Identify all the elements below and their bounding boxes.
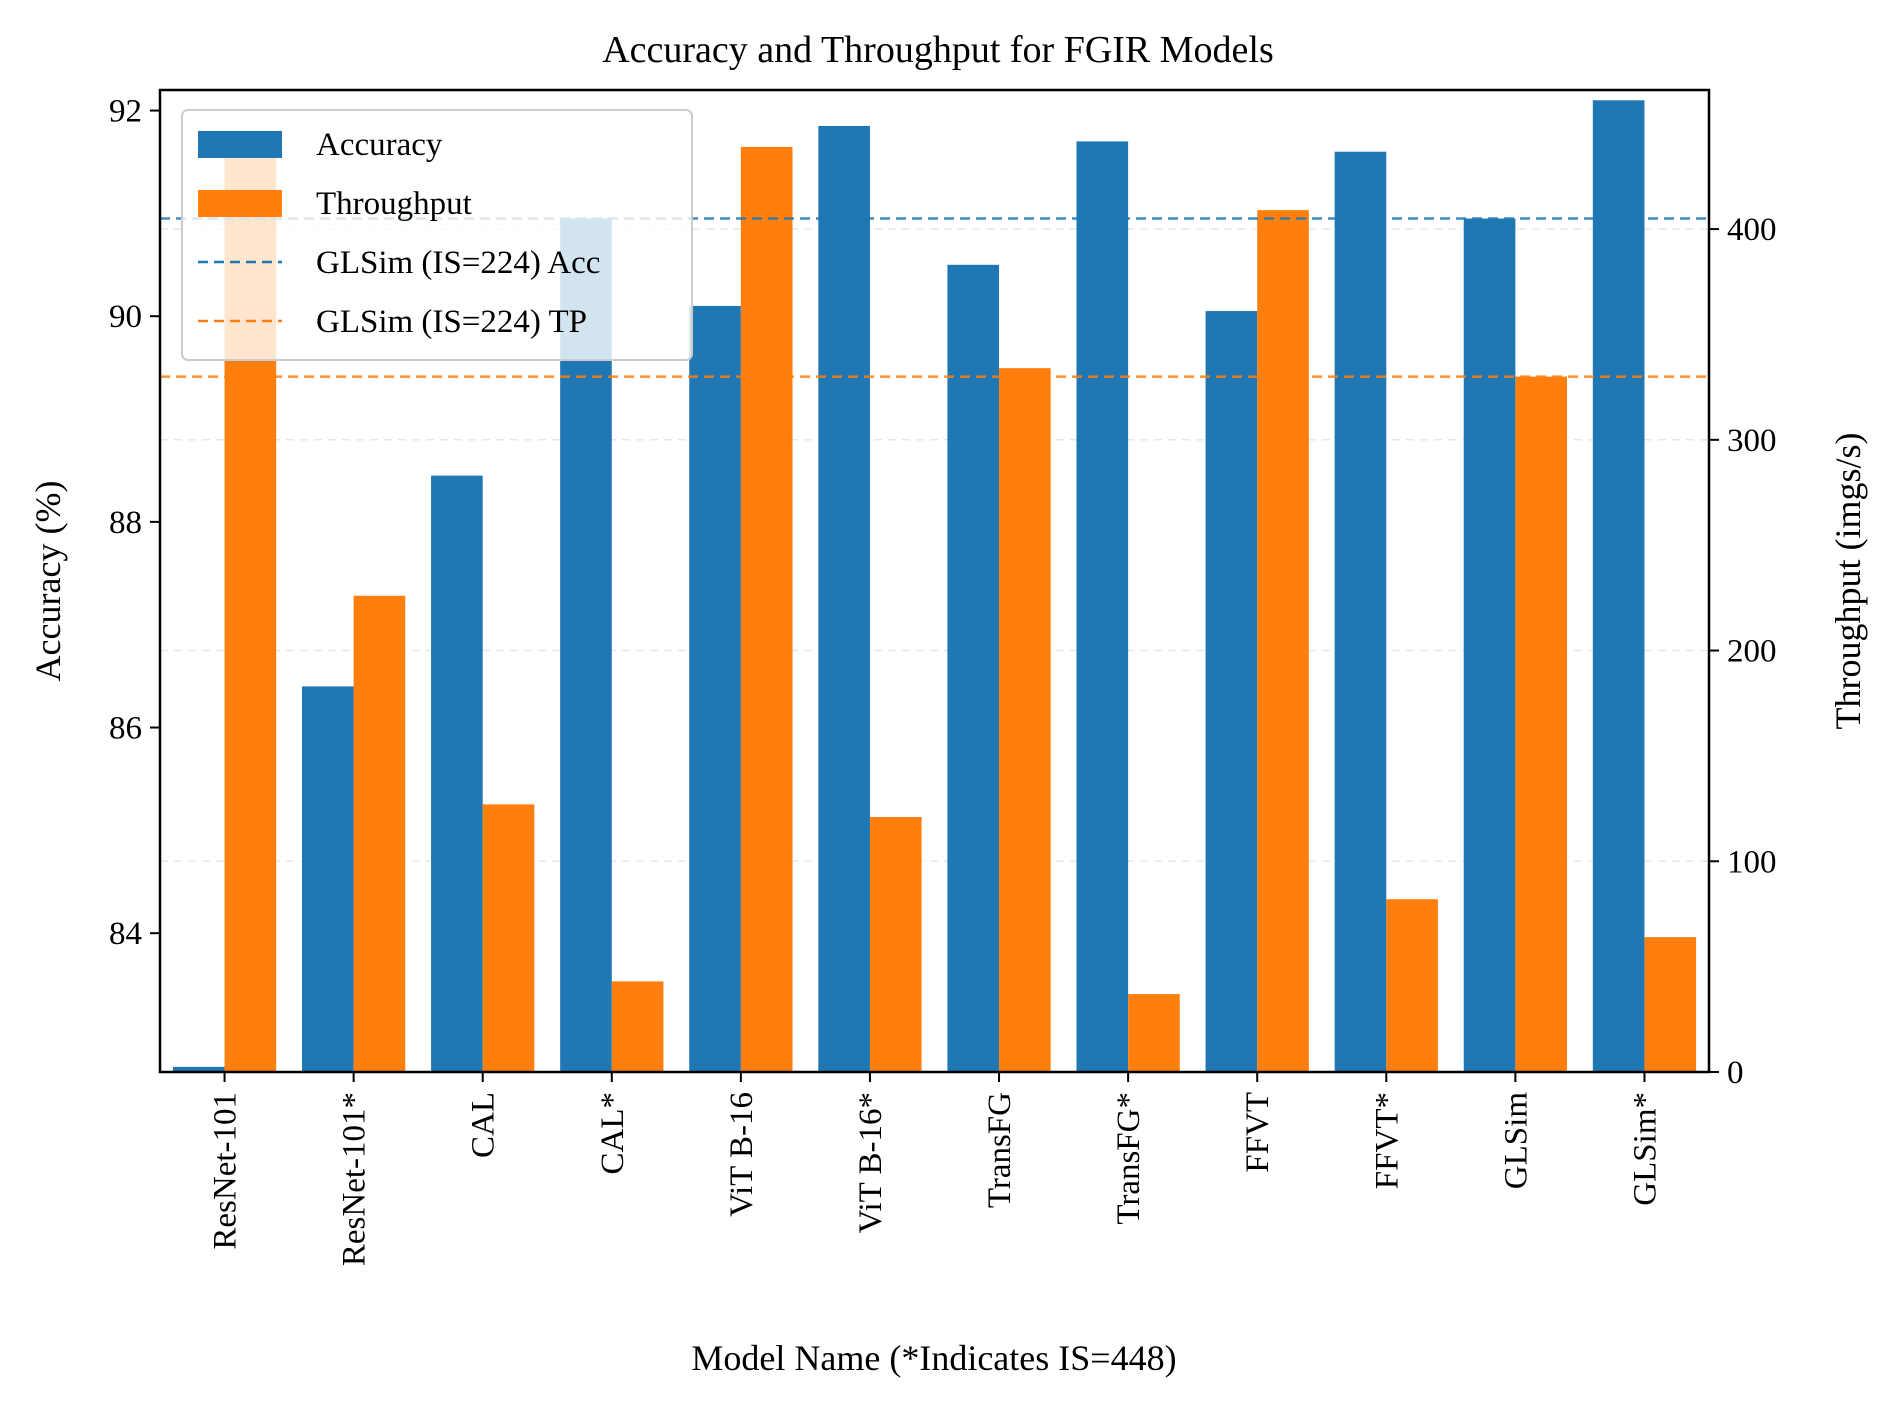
legend-box — [181, 109, 693, 361]
x-tick-label: TransFG — [982, 1092, 1018, 1208]
plot-frame — [158, 88, 1711, 1074]
bars — [172, 100, 1697, 1073]
y-right-tick-label: 200 — [1727, 634, 1777, 670]
x-axis: ResNet-101 ResNet-101* CAL CAL* ViT B-16 ViT … — [208, 1072, 1663, 1266]
legend-swatch — [198, 190, 282, 217]
bar-accuracy — [172, 1066, 225, 1072]
legend-label: GLSim (IS=224) TP — [316, 304, 587, 340]
y-right-tick-label: 100 — [1727, 844, 1777, 880]
legend-label: Accuracy — [316, 127, 443, 163]
bar-accuracy — [818, 125, 870, 1073]
bar-throughput — [482, 804, 535, 1072]
x-tick-label: TransFG* — [1111, 1092, 1147, 1225]
legend: Accuracy Throughput GLSim (IS=224) Acc GLSi… — [181, 109, 693, 361]
x-tick-label: CAL — [466, 1092, 502, 1158]
y-tick-label: 92 — [109, 94, 142, 130]
y-tick-label: 90 — [109, 299, 142, 335]
x-tick-label: GLSim* — [1627, 1092, 1663, 1206]
bar-throughput — [1257, 210, 1309, 1073]
bar-accuracy — [301, 686, 354, 1072]
x-tick-label: FFVT* — [1369, 1092, 1405, 1189]
x-tick-label: FFVT — [1240, 1092, 1276, 1173]
x-tick-label: ViT B-16* — [853, 1092, 889, 1233]
bar-throughput — [1386, 899, 1438, 1072]
y-tick-label: 86 — [109, 711, 142, 747]
bar-throughput — [1644, 937, 1697, 1072]
bar-accuracy — [431, 475, 483, 1073]
bar-throughput — [353, 595, 406, 1072]
x-tick-label: CAL* — [595, 1092, 631, 1175]
x-axis-title: Model Name (*Indicates IS=448) — [691, 1338, 1176, 1378]
left-axis: 84 86 88 90 92 — [109, 94, 160, 952]
y-axis-right-title: Throughput (imgs/s) — [1828, 433, 1868, 730]
bar-accuracy — [1463, 218, 1516, 1072]
legend-swatch — [198, 131, 282, 158]
bar-throughput — [999, 368, 1051, 1072]
bar-accuracy — [1205, 311, 1258, 1073]
bar-throughput — [1515, 376, 1568, 1072]
bar-accuracy — [1592, 100, 1645, 1073]
legend-label: GLSim (IS=224) Acc — [316, 245, 600, 281]
bar-throughput — [611, 981, 664, 1072]
y-right-tick-label: 300 — [1727, 423, 1777, 459]
right-axis: 0 100 200 300 400 — [1709, 212, 1777, 1091]
y-right-tick-label: 400 — [1727, 212, 1777, 248]
bar-throughput — [869, 817, 922, 1072]
x-tick-label: ResNet-101* — [337, 1092, 373, 1266]
x-tick-label: ViT B-16 — [724, 1092, 760, 1217]
x-tick-label: ResNet-101 — [208, 1092, 244, 1250]
bar-accuracy — [1076, 141, 1129, 1072]
x-tick-label: GLSim — [1498, 1092, 1534, 1190]
chart-title: Accuracy and Throughput for FGIR Models — [602, 29, 1274, 71]
bar-throughput — [740, 146, 793, 1073]
bar-throughput — [1128, 994, 1180, 1072]
y-tick-label: 84 — [109, 916, 142, 952]
bar-accuracy — [689, 305, 741, 1073]
y-axis-title: Accuracy (%) — [28, 481, 68, 682]
legend-label: Throughput — [316, 186, 472, 222]
bar-accuracy — [1334, 151, 1387, 1072]
y-right-tick-label: 0 — [1727, 1055, 1744, 1091]
bar-accuracy — [947, 264, 1000, 1072]
y-tick-label: 88 — [109, 505, 142, 541]
